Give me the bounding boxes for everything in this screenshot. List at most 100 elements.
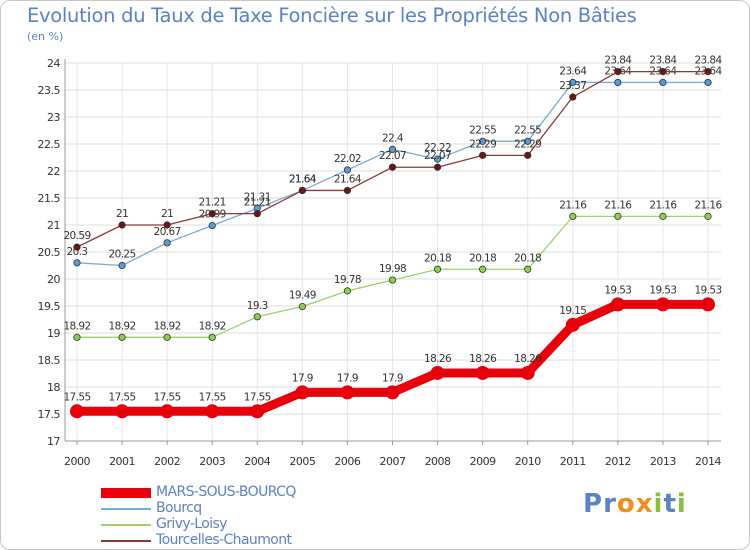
- y-tick-label: 20: [47, 273, 60, 286]
- data-label: 23.84: [604, 55, 632, 67]
- data-point: [479, 151, 487, 159]
- x-tick-label: 2003: [199, 455, 225, 468]
- data-label: 22.55: [514, 124, 541, 136]
- data-label: 18.26: [424, 353, 452, 365]
- data-point: [433, 265, 442, 273]
- data-point: [208, 333, 216, 341]
- data-label: 18.92: [63, 320, 90, 332]
- data-point: [479, 265, 487, 273]
- x-tick-label: 2005: [289, 455, 315, 468]
- x-tick-label: 2013: [650, 455, 676, 468]
- y-tick-label: 18: [47, 381, 60, 394]
- x-tick-label: 2014: [695, 455, 721, 468]
- data-point: [614, 68, 622, 76]
- data-point: [659, 78, 667, 87]
- data-label: 23.84: [649, 55, 677, 67]
- data-point: [385, 385, 400, 400]
- logo-letter: x: [635, 489, 654, 519]
- data-point: [298, 186, 306, 195]
- data-point: [250, 404, 265, 419]
- data-point: [520, 365, 535, 380]
- x-tick-label: 2008: [425, 455, 451, 468]
- data-label: 21.64: [289, 173, 317, 185]
- data-label: 18.92: [154, 320, 181, 332]
- data-point: [253, 210, 261, 218]
- data-label: 19.53: [604, 284, 631, 296]
- y-tick-label: 22.5: [38, 138, 61, 151]
- series-grivy-loisy: 18.92 18.92 18.92 18.92 19.3 19.49 19.78 19.98 2…: [63, 199, 723, 341]
- data-point: [704, 212, 712, 220]
- data-point: [610, 297, 625, 312]
- chart-title: Evolution du Taux de Taxe Foncière sur l…: [27, 4, 637, 27]
- x-tick-label: 2000: [64, 455, 90, 468]
- data-label: 21.64: [289, 173, 317, 185]
- data-label: 18.26: [469, 353, 497, 365]
- data-point: [524, 137, 532, 145]
- data-point: [430, 365, 445, 380]
- data-label: 19.53: [649, 284, 676, 296]
- data-label: 19.3: [247, 300, 268, 312]
- data-point: [118, 221, 126, 229]
- y-tick-label: 17: [47, 435, 60, 448]
- data-label: 22.4: [382, 132, 404, 144]
- logo-letter: P: [583, 489, 604, 519]
- data-point: [115, 404, 130, 419]
- data-point: [343, 166, 352, 174]
- data-point: [163, 221, 171, 229]
- data-point: [524, 151, 532, 159]
- legend-label: MARS-SOUS-BOURCQ: [156, 484, 296, 500]
- y-tick-label: 23: [47, 111, 60, 124]
- data-label: 21.16: [694, 199, 722, 211]
- data-label: 20.18: [514, 252, 541, 264]
- data-point: [340, 385, 355, 400]
- data-label: 17.55: [63, 391, 90, 403]
- data-label: 17.55: [244, 391, 271, 403]
- data-label: 19.49: [289, 290, 316, 302]
- data-label: 21: [161, 208, 173, 220]
- data-label: 21: [116, 208, 128, 220]
- data-label: 23.37: [559, 80, 586, 92]
- data-label: 17.55: [154, 391, 181, 403]
- data-point: [388, 276, 397, 284]
- data-label: 22.22: [424, 142, 451, 154]
- data-label: 17.55: [109, 391, 136, 403]
- data-point: [253, 313, 261, 321]
- y-tick-label: 23.5: [38, 84, 61, 97]
- data-label: 22.29: [469, 138, 496, 150]
- data-label: 20.25: [109, 249, 136, 261]
- data-point: [524, 265, 532, 273]
- data-point: [704, 78, 712, 87]
- y-tick-label: 21: [47, 219, 60, 232]
- legend-label: Grivy-Loisy: [156, 516, 227, 532]
- data-label: 20.18: [469, 252, 496, 264]
- legend-label: Tourcelles-Chaumont: [156, 532, 292, 548]
- data-label: 17.9: [292, 372, 313, 384]
- data-label: 21.64: [334, 173, 362, 185]
- data-point: [205, 404, 220, 419]
- y-tick-label: 21.5: [38, 192, 61, 205]
- data-label: 22.02: [334, 153, 361, 165]
- data-label: 19.78: [334, 274, 361, 286]
- legend-swatch: [101, 508, 151, 510]
- data-point: [160, 404, 175, 419]
- data-label: 21.21: [244, 197, 271, 209]
- data-label: 17.9: [337, 372, 358, 384]
- logo-letter: r: [603, 489, 617, 519]
- data-point: [70, 404, 84, 419]
- data-point: [388, 145, 397, 153]
- data-point: [475, 365, 490, 380]
- data-point: [73, 259, 81, 267]
- x-tick-label: 2006: [334, 455, 360, 468]
- data-point: [73, 243, 81, 251]
- data-point: [569, 93, 577, 101]
- data-label: 22.29: [514, 138, 541, 150]
- logo-letter: i: [653, 489, 664, 519]
- data-point: [659, 212, 667, 220]
- data-point: [118, 333, 126, 341]
- data-label: 21.16: [649, 199, 677, 211]
- data-label: 21.31: [244, 191, 271, 203]
- logo-letter: i: [676, 489, 687, 519]
- legend-swatch: [101, 524, 151, 526]
- x-tick-label: 2011: [560, 455, 586, 468]
